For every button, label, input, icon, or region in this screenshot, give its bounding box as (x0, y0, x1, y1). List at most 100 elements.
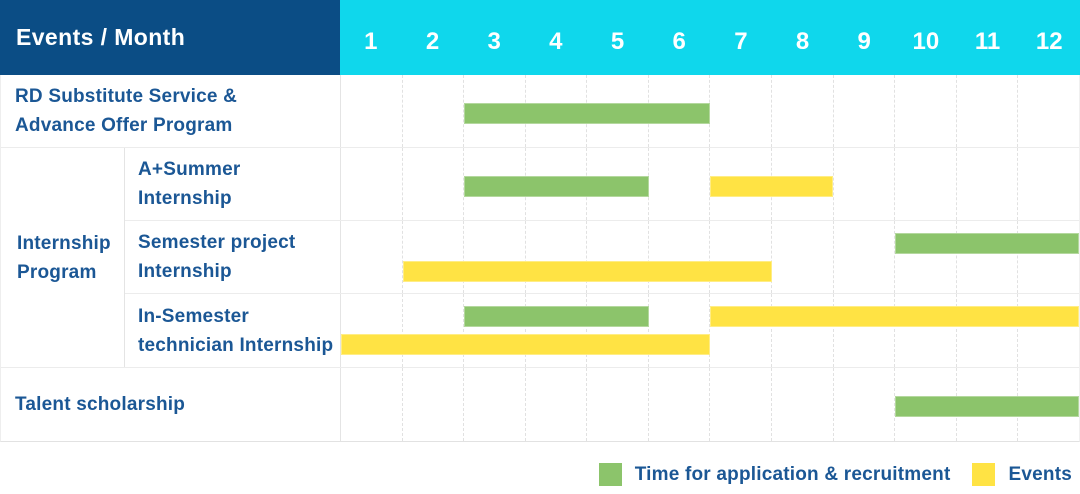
month-grid-cell (341, 221, 402, 293)
table-header-row: Events / Month 1 2 3 4 5 6 7 8 9 10 11 1… (0, 0, 1080, 75)
month-grid-cell (463, 294, 525, 367)
row-timeline-rd-substitute (341, 75, 1079, 147)
gantt-bar-application (894, 396, 1079, 417)
month-grid-cell (401, 148, 464, 220)
row-label: RD Substitute Service & Advance Offer Pr… (15, 86, 238, 136)
month-header-cell-11: 11 (974, 27, 1001, 55)
gantt-bar-application (894, 233, 1079, 254)
month-grid-cell (955, 221, 1018, 293)
table-row-a-summer-internship: A+Summer Internship (125, 148, 1079, 221)
month-grid-cell (771, 221, 833, 293)
month-grid-cell (401, 75, 464, 147)
month-header-cell-7: 7 (734, 27, 748, 55)
row-label-cell: In-Semester technician Internship (125, 294, 341, 367)
row-label-cell: Talent scholarship (1, 368, 341, 441)
row-label: Talent scholarship (15, 394, 186, 415)
row-timeline-talent-scholarship (341, 368, 1079, 441)
gantt-bar-event (341, 334, 710, 355)
row-label: A+Summer Internship (138, 159, 241, 209)
month-grid-cell (647, 294, 710, 367)
internship-program-subrows: A+Summer Internship Semester project Int… (125, 148, 1079, 367)
month-header-cell-8: 8 (795, 27, 810, 55)
row-label-cell: Semester project Internship (125, 221, 341, 293)
month-grid-cell (647, 368, 710, 441)
month-header-cell-2: 2 (425, 27, 440, 55)
legend-green-swatch-icon (598, 463, 622, 486)
month-grid-cell (771, 294, 833, 367)
month-grid-cell (709, 148, 771, 220)
gantt-table: Events / Month 1 2 3 4 5 6 7 8 9 10 11 1… (0, 0, 1080, 442)
legend-application-label: Time for application & recruitment (634, 463, 951, 485)
month-grid-cell (586, 221, 648, 293)
row-label-cell: A+Summer Internship (125, 148, 341, 220)
month-grid-cell (463, 368, 525, 441)
month-grid-cell (832, 148, 895, 220)
month-header-cell-10: 10 (912, 27, 940, 55)
row-label: Semester project Internship (138, 232, 296, 282)
month-header-cell-5: 5 (610, 27, 625, 55)
month-grid-cell (1017, 148, 1079, 220)
legend: Time for application & recruitment Event… (0, 463, 1080, 486)
month-header-cell-9: 9 (857, 27, 871, 55)
row-timeline-in-semester-technician (341, 294, 1079, 367)
month-grid-cell (586, 294, 648, 367)
row-label-cell: RD Substitute Service & Advance Offer Pr… (1, 75, 341, 147)
month-grid-cell (401, 294, 464, 367)
month-grid-cell (1017, 75, 1079, 147)
gantt-bar-event (402, 261, 772, 282)
month-grid-cell (894, 148, 956, 220)
month-grid-cell (647, 221, 710, 293)
table-row-talent-scholarship: Talent scholarship (1, 368, 1079, 441)
month-header-cell-1: 1 (364, 27, 378, 55)
legend-events-label: Events (1008, 463, 1072, 485)
table-row-rd-substitute: RD Substitute Service & Advance Offer Pr… (1, 75, 1079, 148)
month-header-cell-12: 12 (1035, 27, 1063, 55)
month-grid-cell (894, 294, 956, 367)
month-grid-cell (832, 294, 895, 367)
gantt-bar-event (710, 176, 833, 197)
month-grid-cell (709, 294, 771, 367)
month-grid-cell (955, 294, 1018, 367)
month-header-cell-6: 6 (672, 27, 686, 55)
table-row-in-semester-technician-internship: In-Semester technician Internship (125, 294, 1079, 367)
month-grid-cell (341, 368, 402, 441)
month-grid-cell (401, 221, 464, 293)
legend-yellow-swatch-icon (972, 463, 996, 486)
month-grid-cell (463, 148, 525, 220)
month-grid-cell (832, 368, 895, 441)
month-grid-cell (524, 368, 587, 441)
month-grid-cell (341, 75, 402, 147)
month-header-cell-3: 3 (487, 27, 501, 55)
legend-item-events: Events (972, 463, 1072, 486)
row-label: In-Semester technician Internship (138, 305, 334, 356)
row-timeline-semester-project (341, 221, 1079, 293)
internship-program-group: Internship Program A+Summer Internship S… (1, 148, 1079, 368)
month-grid-cell (401, 368, 464, 441)
row-timeline-a-summer (341, 148, 1079, 220)
gantt-bar-application (464, 306, 649, 327)
month-grid-cell (832, 75, 895, 147)
month-grid-cell (1017, 294, 1079, 367)
table-row-semester-project-internship: Semester project Internship (125, 221, 1079, 294)
month-grid-cell (647, 148, 710, 220)
month-grid-cell (894, 75, 956, 147)
month-grid-cell (524, 294, 587, 367)
month-grid-cell (341, 294, 402, 367)
gantt-bar-application (464, 176, 649, 197)
month-grid-cell (524, 221, 587, 293)
group-label-cell: Internship Program (1, 148, 125, 367)
table-body: RD Substitute Service & Advance Offer Pr… (0, 75, 1080, 442)
month-grid-cell (341, 148, 402, 220)
month-grid-cell (832, 221, 895, 293)
events-month-header-label: Events / Month (16, 24, 186, 50)
month-grid-cell (586, 368, 648, 441)
month-header-cell-4: 4 (549, 27, 563, 55)
legend-item-application: Time for application & recruitment (598, 463, 951, 486)
gantt-bar-event (710, 306, 1079, 327)
month-grid-cell (1017, 221, 1079, 293)
month-grid-cell (894, 221, 956, 293)
month-grid-cell (709, 221, 771, 293)
month-grid-cell (463, 221, 525, 293)
month-grid-cell (771, 75, 833, 147)
